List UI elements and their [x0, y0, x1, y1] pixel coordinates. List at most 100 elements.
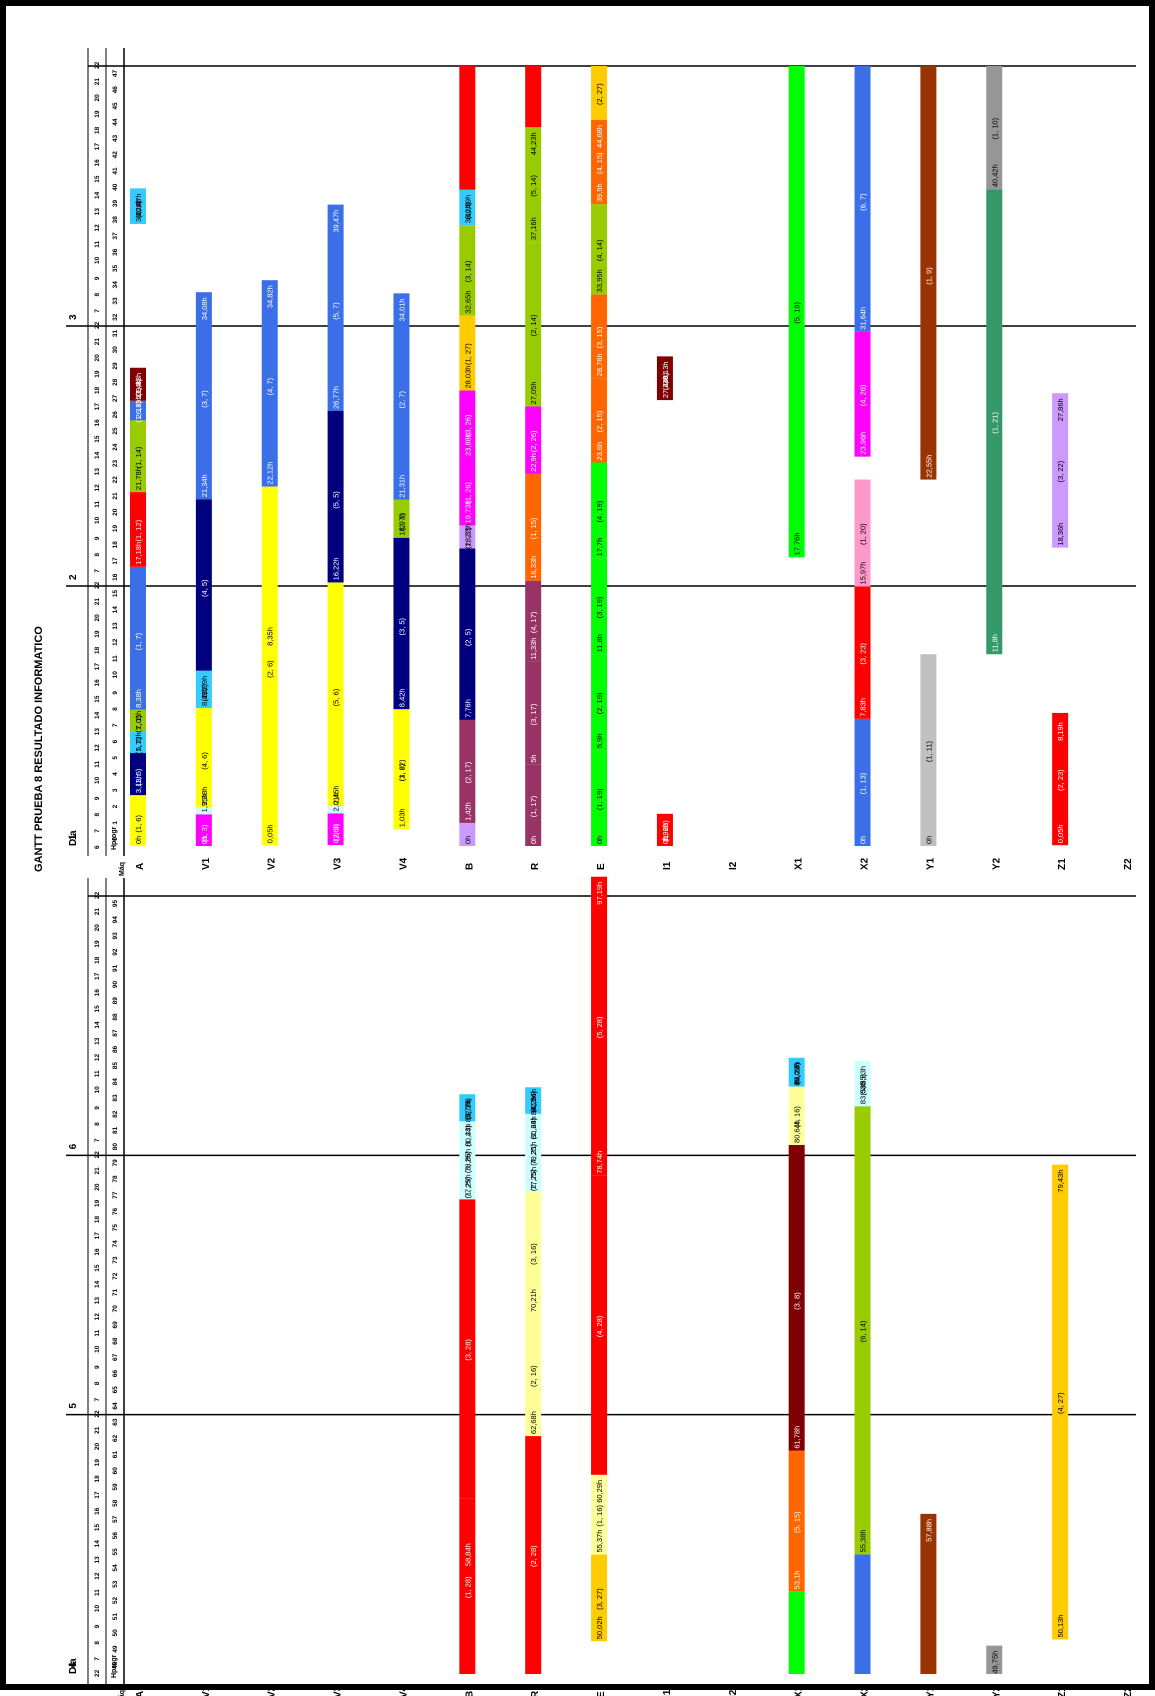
- program-hour-tick: 7: [112, 723, 119, 727]
- hour-of-day-tick: 19: [94, 110, 101, 118]
- task-bar: [920, 1513, 937, 1674]
- task-start-time: 0,05h: [1056, 824, 1065, 843]
- program-hour-tick: 15: [112, 590, 119, 598]
- hour-of-day-tick: 17: [94, 403, 101, 411]
- hour-of-day-tick: 10: [94, 1605, 101, 1613]
- task-label: (3, 17): [529, 703, 538, 725]
- hour-of-day-tick: 18: [94, 646, 101, 654]
- task-bar: [788, 1591, 805, 1674]
- program-hour-tick: 95: [112, 899, 119, 907]
- task-bar: [459, 315, 476, 391]
- task-end-time: 8,19h: [1056, 722, 1065, 741]
- task-bar: [130, 420, 146, 493]
- hour-of-day-tick: 13: [94, 1556, 101, 1564]
- task-label: (2, 7): [397, 391, 406, 409]
- task-bar: [459, 66, 476, 190]
- horas-label: Hprogr: [111, 1654, 118, 1678]
- gantt-panel-bottom: [66, 876, 1136, 1684]
- task-bar: [459, 1121, 476, 1149]
- task-bar: [656, 356, 673, 401]
- machine-label: I1: [662, 861, 673, 870]
- task-label: (2, 3): [332, 823, 341, 841]
- task-start-time: 3,13h: [134, 774, 143, 793]
- task-label: (2, 15): [595, 410, 604, 432]
- program-hour-tick: 17: [112, 557, 119, 565]
- hour-of-day-tick: 13: [94, 1297, 101, 1305]
- machine-label: B: [464, 1691, 475, 1696]
- task-label: (5, 24): [793, 1062, 802, 1084]
- hour-of-day-tick: 20: [94, 1183, 101, 1191]
- task-start-time: 82,56h: [529, 1089, 538, 1112]
- program-hour-tick: 52: [112, 1596, 119, 1604]
- program-hour-tick: 30: [112, 346, 119, 354]
- program-hour-tick: 77: [112, 1191, 119, 1199]
- task-bar: [591, 558, 608, 655]
- task-start-time: 82,1h: [463, 1101, 472, 1120]
- program-hour-tick: 53: [112, 1580, 119, 1588]
- task-end-time: 29,43h: [134, 373, 143, 396]
- machine-label: I2: [728, 861, 739, 870]
- task-bar: [130, 566, 146, 710]
- task-label: (1, 14): [134, 446, 143, 468]
- task-label: (3, 6): [397, 763, 406, 781]
- program-hour-tick: 54: [112, 1564, 119, 1572]
- task-start-time: 22,12h: [266, 462, 275, 485]
- task-start-time: 2,01h: [332, 793, 341, 812]
- hour-of-day-tick: 10: [94, 1345, 101, 1353]
- task-bar: [591, 1474, 608, 1555]
- horas-label: Hprogr: [111, 826, 118, 850]
- task-bar: [130, 731, 146, 754]
- task-start-time: 77,29h: [463, 1174, 472, 1197]
- hour-of-day-tick: 20: [94, 354, 101, 362]
- task-start-time: 18,36h: [1056, 523, 1065, 546]
- machine-label: R: [530, 1690, 541, 1696]
- program-hour-tick: 61: [112, 1451, 119, 1459]
- hour-of-day-tick: 16: [94, 159, 101, 167]
- program-hour-tick: 40: [112, 183, 119, 191]
- task-start-time: 1,95h: [200, 794, 209, 813]
- task-start-time: 17,76h: [793, 532, 802, 555]
- program-hour-tick: 3: [112, 788, 119, 792]
- task-bar: [459, 525, 476, 549]
- task-bar: [459, 548, 476, 720]
- hour-of-day-tick: 8: [94, 813, 101, 817]
- task-bar: [195, 708, 212, 808]
- program-hour-tick: 45: [112, 102, 119, 110]
- hour-of-day-tick: 12: [94, 744, 101, 752]
- task-bar: [459, 225, 476, 316]
- machine-label: V3: [333, 857, 344, 870]
- task-bar: [525, 1166, 542, 1192]
- task-label: (1, 12): [134, 519, 143, 541]
- program-hour-tick: 24: [112, 443, 119, 451]
- task-label: (2, 19): [595, 692, 604, 714]
- task-bar: [459, 719, 476, 823]
- task-label: (2, 22): [463, 527, 472, 549]
- hour-of-day-tick: 20: [94, 614, 101, 622]
- task-bar: [525, 1436, 542, 1674]
- task-mid-time: 8,35h: [266, 627, 275, 646]
- hour-of-day-tick: 10: [94, 256, 101, 264]
- task-start-time: 0h: [529, 836, 538, 844]
- task-label: (2, 24): [529, 1117, 538, 1139]
- task-start-time: 32,65h: [463, 290, 472, 313]
- task-label: (4, 7): [266, 377, 275, 395]
- task-bar: [459, 390, 476, 458]
- task-bar: [525, 66, 542, 128]
- machine-label: Z1: [1057, 858, 1068, 870]
- task-start-time: 79,31h: [529, 1142, 538, 1165]
- program-hour-tick: 73: [112, 1256, 119, 1264]
- program-hour-tick: 63: [112, 1418, 119, 1426]
- hour-of-day-tick: 11: [94, 760, 101, 767]
- task-start-time: 78,86h: [463, 1149, 472, 1172]
- task-bar: [459, 822, 476, 846]
- task-start-time: 19,73h: [463, 500, 472, 523]
- program-hour-tick: 38: [112, 216, 119, 224]
- task-start-time: 22,9h: [529, 453, 538, 472]
- machine-label: X1: [794, 1685, 805, 1696]
- hour-of-day-tick: 18: [94, 386, 101, 394]
- task-bar: [327, 806, 344, 814]
- task-end-time: 34,82h: [266, 285, 275, 308]
- task-label: (1, 8): [134, 378, 143, 396]
- task-bar: [393, 709, 410, 830]
- program-hour-tick: 84: [112, 1078, 119, 1086]
